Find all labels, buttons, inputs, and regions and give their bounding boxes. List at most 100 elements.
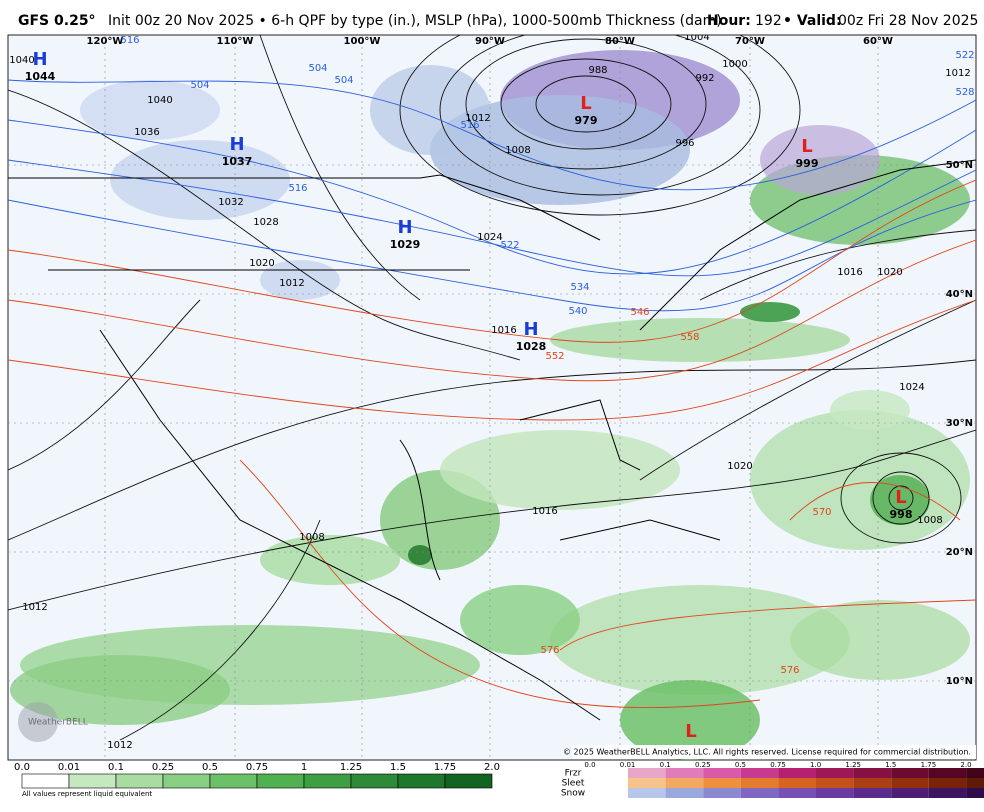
type-swatch — [816, 778, 854, 788]
type-swatch — [816, 768, 854, 778]
thickness-label: 576 — [780, 665, 799, 676]
thickness-label: 540 — [568, 306, 587, 317]
type-swatch — [891, 788, 929, 798]
isobar — [639, 299, 976, 481]
type-tick-label: 1.75 — [921, 761, 937, 769]
type-tick-label: 1.5 — [885, 761, 896, 769]
thickness-line — [8, 299, 976, 421]
thickness-label: 558 — [680, 332, 699, 343]
precip-type-label: Snow — [561, 789, 585, 799]
pressure-value: 999 — [796, 157, 819, 170]
thickness-label: 522 — [955, 50, 974, 61]
pressure-value: 998 — [890, 508, 913, 521]
type-swatch — [928, 788, 967, 798]
pressure-symbol: L — [801, 136, 812, 157]
type-swatch — [853, 788, 892, 798]
pressure-value: 1044 — [25, 70, 56, 83]
longitude-label: 120°W — [87, 36, 124, 47]
thickness-line — [8, 239, 976, 382]
thickness-line — [789, 482, 961, 521]
type-swatch — [891, 778, 929, 788]
latitude-label: 50°N — [946, 160, 973, 171]
precip-area — [430, 95, 690, 205]
isobar-label: 1024 — [477, 232, 502, 243]
latitude-label: 40°N — [946, 289, 973, 300]
thickness-line — [8, 119, 976, 275]
thickness-line — [8, 179, 976, 343]
isobar-label: 1024 — [899, 382, 924, 393]
coastline — [559, 519, 721, 541]
precip-area — [750, 410, 970, 550]
isobar-label: 1032 — [218, 197, 243, 208]
isobar-label: 1008 — [299, 532, 324, 543]
isobar — [259, 35, 421, 301]
qpf-swatch — [21, 773, 70, 789]
type-swatch — [816, 788, 854, 798]
type-tick-label: 0.0 — [584, 761, 595, 769]
qpf-tick-label: 0.5 — [202, 762, 218, 773]
precip-area — [790, 600, 970, 680]
isobar-label: 1012 — [279, 278, 304, 289]
pressure-value: 1028 — [516, 340, 547, 353]
isobar — [535, 75, 637, 133]
isobar — [399, 35, 801, 216]
precip-area — [10, 655, 230, 725]
isobar-label: 1020 — [877, 267, 902, 278]
type-swatch — [628, 778, 666, 788]
qpf-tick-label: 0.01 — [58, 762, 80, 773]
latitude-label: 20°N — [946, 547, 973, 558]
coastline — [8, 174, 601, 241]
watermark: WeatherBELL — [28, 718, 88, 728]
latitude-label: 10°N — [946, 676, 973, 687]
hour-value: 192 — [755, 13, 782, 29]
isobar-label: 1040 — [147, 95, 172, 106]
type-tick-label: 2.0 — [960, 761, 971, 769]
type-swatch — [966, 788, 984, 798]
pressure-value: 979 — [575, 114, 598, 127]
thickness-line — [8, 199, 976, 312]
qpf-swatch — [256, 773, 305, 789]
pressure-symbol: H — [32, 49, 47, 70]
type-swatch — [853, 778, 892, 788]
pressure-symbol: H — [523, 319, 538, 340]
type-tick-label: 0.25 — [695, 761, 711, 769]
qpf-swatch — [68, 773, 117, 789]
pressure-symbol: H — [397, 217, 412, 238]
qpf-tick-label: 1.25 — [340, 762, 362, 773]
precip-area — [260, 535, 400, 585]
copyright: © 2025 WeatherBELL Analytics, LLC. All r… — [563, 748, 971, 757]
thickness-label: 552 — [545, 351, 564, 362]
qpf-swatch — [444, 773, 493, 789]
isobar-label: 1008 — [917, 515, 942, 526]
isobar-label: 988 — [588, 65, 607, 76]
isobar — [840, 452, 962, 544]
type-tick-label: 1.25 — [845, 761, 861, 769]
header-description: Init 00z 20 Nov 2025 • 6-h QPF by type (… — [108, 13, 722, 29]
type-swatch — [740, 768, 779, 778]
isobar-label: 996 — [675, 138, 694, 149]
type-swatch — [778, 768, 816, 778]
isobar-label: 1028 — [253, 217, 278, 228]
copyright-bg — [572, 745, 976, 759]
type-swatch — [628, 768, 666, 778]
isobar-label: 1020 — [249, 258, 274, 269]
type-swatch — [966, 768, 984, 778]
legend-note: All values represent liquid equivalent — [22, 790, 152, 798]
precip-area — [80, 80, 220, 140]
valid-value: 00z Fri 28 Nov 2025 — [838, 13, 978, 29]
precip-area — [550, 318, 850, 362]
thickness-line — [8, 79, 976, 191]
isobar-label: 992 — [695, 73, 714, 84]
isobar-label: 1040 — [9, 55, 34, 66]
qpf-swatch — [303, 773, 352, 789]
isobar — [8, 89, 521, 361]
isobar — [699, 229, 976, 301]
isobar — [872, 471, 930, 525]
isobar — [439, 35, 761, 196]
type-tick-label: 0.1 — [660, 761, 671, 769]
isobar-label: 1012 — [107, 740, 132, 751]
qpf-tick-label: 1.75 — [434, 762, 456, 773]
precip-area — [550, 585, 850, 695]
isobar — [8, 359, 976, 541]
type-swatch — [703, 778, 741, 788]
